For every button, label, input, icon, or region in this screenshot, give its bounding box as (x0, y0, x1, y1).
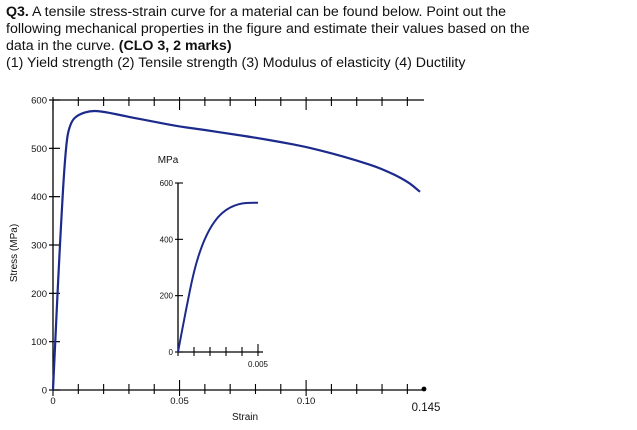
inset-x-tick-label: 0.005 (248, 360, 269, 369)
fracture-marker (421, 386, 427, 392)
inset-elastic-curve (177, 201, 258, 353)
main-y-tick-label: 600 (31, 96, 47, 107)
main-y-tick-label: 200 (31, 289, 47, 300)
y-axis-label: Stress (MPa) (9, 224, 20, 282)
main-x-tick-label: 0 (50, 396, 55, 407)
main-axes (52, 99, 424, 391)
main-x-tick-label: 0.10 (297, 396, 316, 407)
question-items: (1) Yield strength (2) Tensile strength … (6, 55, 466, 71)
inset-y-unit-label: MPa (158, 155, 179, 166)
question-line-2: following mechanical properties in the f… (6, 21, 530, 37)
main-x-tick-label: 0.145 (412, 402, 441, 414)
main-curve-group (51, 109, 421, 391)
inset-axes (177, 183, 263, 353)
main-stress-strain-curve (51, 109, 421, 391)
main-ticks: 0 100 200 300 400 500 600 0 0.05 0.10 0.145 (31, 96, 440, 415)
question-line-1: A tensile stress-strain curve for a mate… (32, 4, 507, 20)
inset-y-tick-label: 400 (160, 235, 174, 244)
main-y-tick-label: 0 (42, 386, 47, 397)
inset-curve-group (177, 201, 258, 353)
inset-y-tick-label: 0 (169, 348, 174, 357)
question-text: Q3. A tensile stress-strain curve for a … (6, 4, 632, 72)
question-number: Q3. (6, 4, 29, 20)
inset-y-tick-label: 200 (160, 292, 174, 301)
question-clo: (CLO 3, 2 marks) (118, 38, 232, 54)
question-line-3: data in the curve. (6, 38, 115, 54)
inset-y-tick-label: 600 (160, 179, 174, 188)
main-y-tick-label: 400 (31, 192, 47, 203)
main-y-tick-label: 500 (31, 144, 47, 155)
main-x-tick-label: 0.05 (170, 396, 189, 407)
x-axis-label: Strain (232, 412, 258, 423)
main-y-tick-label: 300 (31, 241, 47, 252)
inset-ticks: 0 200 400 600 0.005 (160, 179, 269, 369)
main-y-tick-label: 100 (31, 337, 47, 348)
